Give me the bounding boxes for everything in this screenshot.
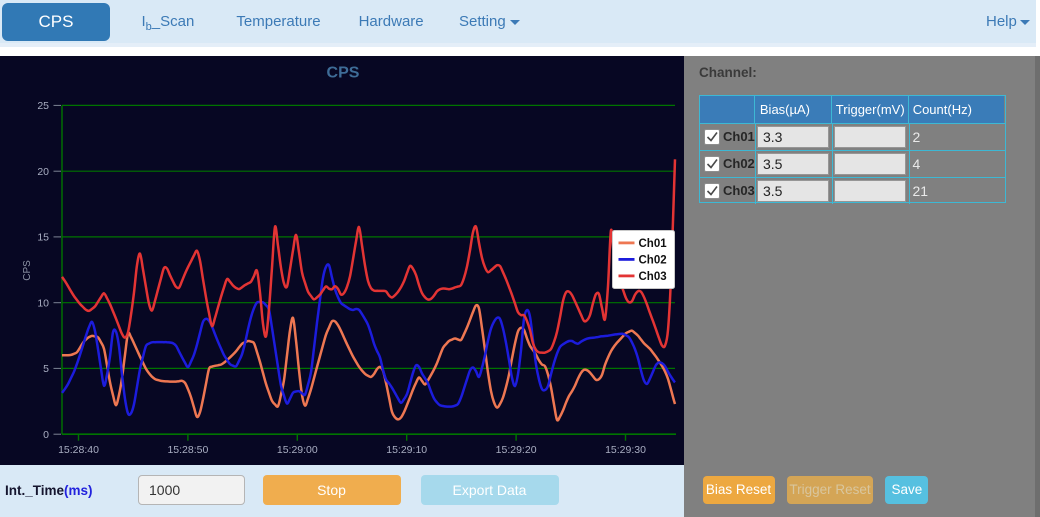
svg-text:CPS: CPS (327, 64, 360, 81)
svg-text:15:29:30: 15:29:30 (605, 444, 646, 456)
svg-text:15:29:00: 15:29:00 (277, 444, 318, 456)
svg-text:5: 5 (43, 363, 49, 375)
svg-text:15:29:20: 15:29:20 (496, 444, 537, 456)
svg-text:15:28:40: 15:28:40 (58, 444, 99, 456)
svg-text:CPS: CPS (22, 259, 33, 280)
svg-text:10: 10 (37, 297, 49, 309)
svg-text:Ch03: Ch03 (639, 271, 667, 283)
svg-text:25: 25 (37, 100, 49, 112)
svg-text:Ch01: Ch01 (639, 238, 668, 250)
svg-text:15:29:10: 15:29:10 (386, 444, 427, 456)
svg-text:15:28:50: 15:28:50 (167, 444, 208, 456)
svg-text:15: 15 (37, 231, 49, 243)
svg-text:Ch02: Ch02 (639, 254, 667, 266)
svg-text:0: 0 (43, 428, 49, 440)
svg-text:20: 20 (37, 165, 49, 177)
